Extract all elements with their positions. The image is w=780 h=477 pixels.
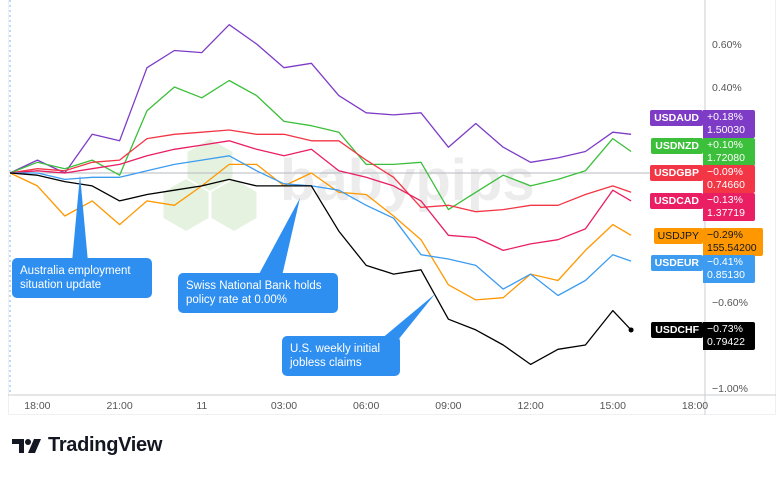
watermark-logo: babypips (163, 139, 535, 231)
change-percent: −0.41% (707, 256, 743, 268)
annotation-pointer (72, 175, 88, 262)
series-line-usdeur[interactable] (10, 155, 632, 297)
x-tick-label: 21:00 (106, 400, 132, 412)
watermark-text: babypips (280, 148, 535, 213)
chart-frame (8, 0, 776, 415)
x-tick-label: 12:00 (517, 400, 543, 412)
last-price: 1.37719 (707, 207, 745, 219)
value-box-usdgbp: −0.09% 0.74660 (703, 165, 755, 193)
last-price: 1.72080 (707, 152, 745, 164)
symbol-tag-usdaud[interactable]: USDAUD (650, 110, 703, 126)
y-tick-label: −0.60% (712, 297, 748, 309)
change-percent: −0.09% (707, 166, 743, 178)
annotation-snb-policy-rate[interactable]: Swiss National Bank holds policy rate at… (178, 273, 338, 313)
symbol-tag-usdeur[interactable]: USDEUR (650, 255, 703, 271)
change-percent: −0.29% (707, 229, 743, 241)
brand-name: TradingView (48, 434, 163, 456)
series-line-usdchf[interactable] (9, 172, 632, 366)
change-percent: +0.18% (707, 111, 743, 123)
annotation-text: situation update (20, 279, 102, 291)
watermark-hexagon (211, 179, 257, 231)
series-line-usdjpy[interactable] (9, 163, 632, 301)
annotation-text: U.S. weekly initial (290, 343, 381, 355)
value-box-usdnzd: +0.10% 1.72080 (703, 138, 755, 166)
y-tick-label: 0.60% (712, 39, 742, 51)
symbol-tag-usdchf[interactable]: USDCHF (651, 322, 703, 338)
symbol-tag-usdnzd[interactable]: USDNZD (651, 138, 703, 154)
annotation-pointer (258, 198, 300, 276)
y-tick-label: 0.40% (712, 82, 742, 94)
x-tick-label: 15:00 (600, 400, 626, 412)
annotation-text: Swiss National Bank holds (186, 280, 322, 292)
change-percent: +0.10% (707, 139, 743, 151)
last-price: 1.50030 (707, 124, 745, 136)
value-box-usdeur: −0.41% 0.85130 (703, 255, 755, 283)
series-line-usdgbp[interactable] (9, 129, 632, 213)
tradingview-logo-icon (12, 438, 41, 453)
annotation-pointer (380, 294, 435, 340)
annotation-text: policy rate at 0.00% (186, 294, 288, 306)
value-box-usdaud: +0.18% 1.50030 (703, 110, 755, 138)
annotation-text: jobless claims (290, 357, 362, 369)
symbol-tag-usdcad[interactable]: USDCAD (650, 193, 703, 209)
value-box-usdchf: −0.73% 0.79422 (703, 322, 755, 350)
last-price: 0.85130 (707, 269, 745, 281)
last-price: 155.54200 (707, 242, 757, 254)
symbol-tag-usdjpy[interactable]: USDJPY (653, 228, 703, 244)
x-tick-label: 11 (196, 400, 207, 412)
last-point-marker (628, 327, 634, 333)
watermark-hexagon (187, 139, 233, 191)
annotation-text: Australia employment (20, 265, 131, 277)
last-price: 0.74660 (707, 179, 745, 191)
tradingview-logo: TradingView (12, 434, 162, 457)
change-percent: −0.13% (707, 194, 743, 206)
value-box-usdcad: −0.13% 1.37719 (703, 193, 755, 221)
series-line-usdcad[interactable] (9, 140, 632, 252)
x-tick-label: 06:00 (353, 400, 379, 412)
last-price: 0.79422 (707, 336, 745, 348)
annotation-us-jobless-claims[interactable]: U.S. weekly initial jobless claims (282, 336, 400, 376)
x-tick-label: 03:00 (271, 400, 297, 412)
x-tick-label: 18:00 (24, 400, 50, 412)
x-tick-label: 09:00 (435, 400, 461, 412)
series-line-usdnzd[interactable] (9, 79, 632, 211)
value-box-usdjpy: −0.29% 155.54200 (703, 228, 763, 256)
change-percent: −0.73% (707, 323, 743, 335)
x-tick-label: 18:00 (682, 400, 708, 412)
watermark-hexagon (163, 179, 209, 231)
y-tick-label: −1.00% (712, 383, 748, 395)
symbol-tag-usdgbp[interactable]: USDGBP (650, 165, 703, 181)
annotation-australia-employment[interactable]: Australia employment situation update (12, 258, 152, 298)
series-line-usdaud[interactable] (9, 24, 632, 174)
